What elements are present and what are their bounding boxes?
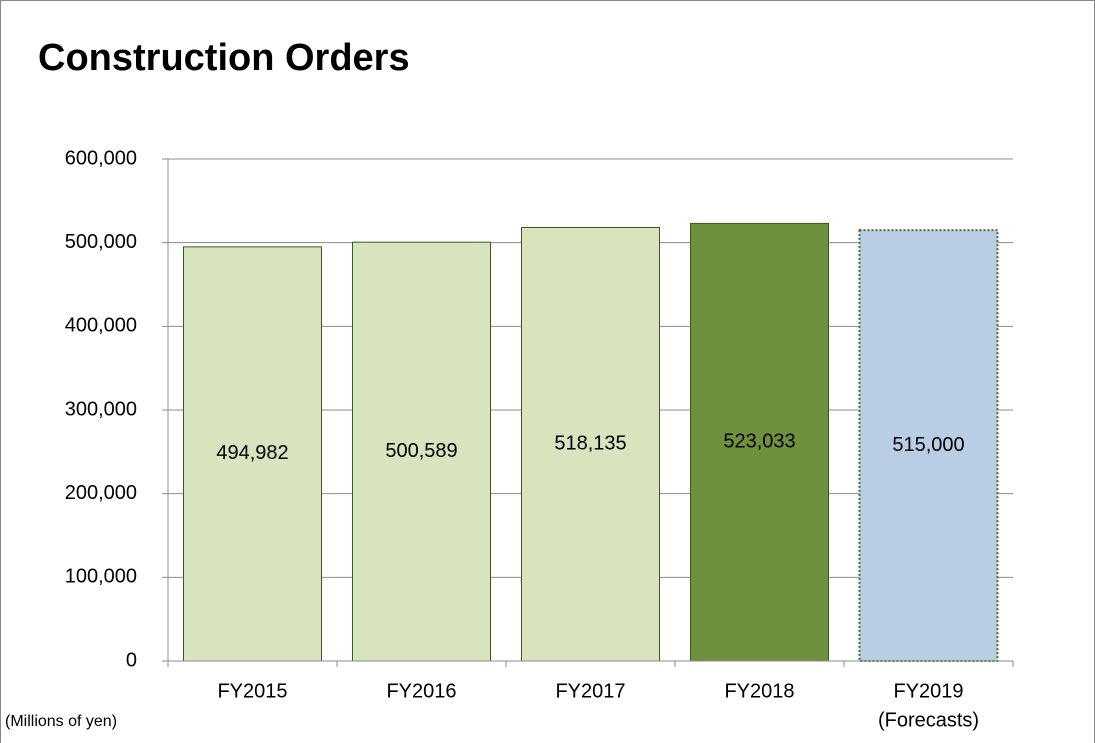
y-tick-label: 0 (126, 649, 137, 671)
bar (521, 226, 660, 662)
unit-label: (Millions of yen) (5, 713, 117, 730)
y-tick-label: 500,000 (65, 231, 137, 253)
y-tick-label: 400,000 (65, 315, 137, 337)
y-tick-label: 300,000 (65, 398, 137, 420)
x-tick-label: FY2019 (893, 680, 963, 702)
x-tick-label: FY2016 (386, 680, 456, 702)
value-label: 515,000 (892, 434, 964, 456)
value-label: 523,033 (723, 430, 795, 452)
bar (690, 222, 829, 662)
bar (183, 246, 322, 662)
x-tick-label: FY2017 (555, 680, 625, 702)
y-tick-label: 200,000 (65, 482, 137, 504)
value-label: 500,589 (385, 440, 457, 462)
y-tick-label: 100,000 (65, 566, 137, 588)
x-tick-label: FY2015 (217, 680, 287, 702)
x-tick-label: FY2018 (724, 680, 794, 702)
category-note: (Forecasts) (878, 709, 979, 731)
value-label: 494,982 (216, 442, 288, 464)
value-label: 518,135 (554, 433, 626, 455)
chart-title: Construction Orders (38, 37, 410, 79)
y-tick-label: 600,000 (65, 147, 137, 169)
bar (858, 229, 999, 662)
